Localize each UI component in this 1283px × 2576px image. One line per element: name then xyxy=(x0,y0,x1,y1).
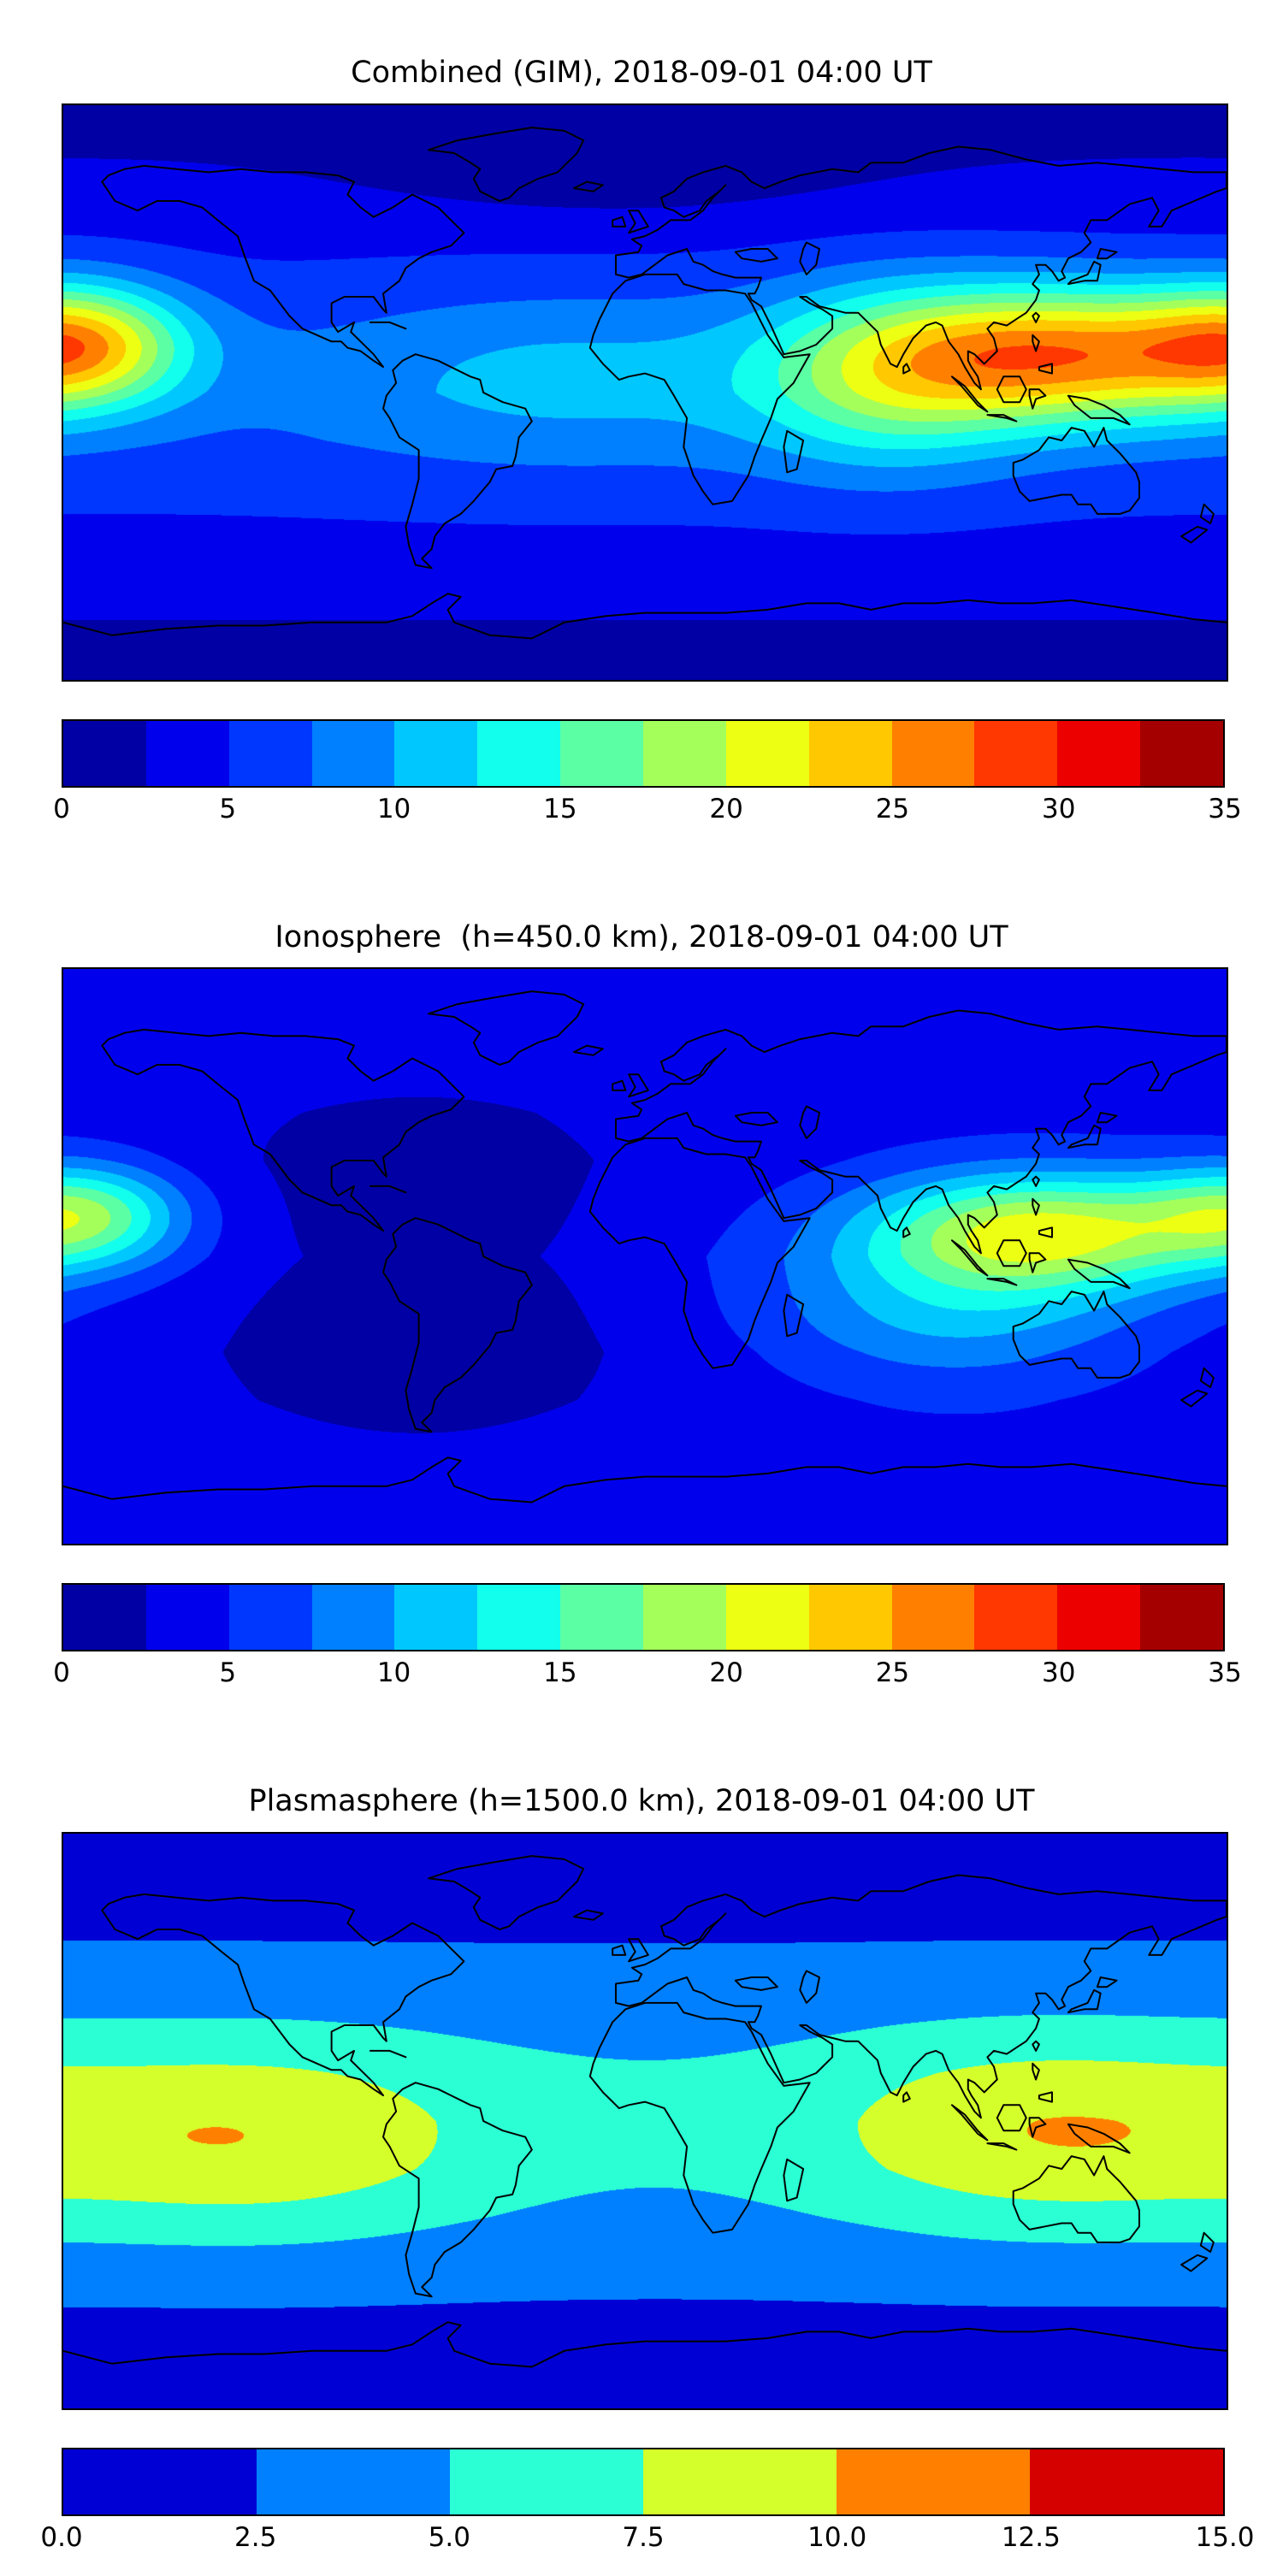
chart-title-plasmasphere: Plasmasphere (h=1500.0 km), 2018-09-01 0… xyxy=(248,1784,1035,1818)
colorbar-tick-label: 5 xyxy=(219,793,237,824)
colorbar-segment xyxy=(643,2449,837,2514)
colorbar-gradient xyxy=(62,1583,1225,1651)
colorbar-segment xyxy=(837,2449,1030,2514)
colorbar-segment xyxy=(1030,2449,1223,2514)
colorbar-tick-label: 10.0 xyxy=(807,2521,867,2553)
colorbar-segment xyxy=(891,1585,975,1650)
colorbar-plasmasphere: 0.0 2.5 5.0 7.5 10.0 12.5 15.0 xyxy=(40,2447,1255,2559)
colorbar-tick-label: 20 xyxy=(709,793,743,824)
colorbar-ionosphere: 0 5 10 15 20 25 30 35 xyxy=(53,1583,1242,1694)
colorbar-tick-label: 25 xyxy=(875,793,910,824)
colorbar-tick-label: 30 xyxy=(1041,793,1076,824)
colorbar-tick-label: 10 xyxy=(376,793,411,824)
colorbar-segment xyxy=(257,2449,450,2514)
map-plasmasphere xyxy=(62,1831,1228,2410)
colorbar-segment xyxy=(228,1585,312,1650)
colorbar-segment xyxy=(63,1585,146,1650)
colorbar-tick-label: 20 xyxy=(709,1657,743,1688)
colorbar-tick-label: 10 xyxy=(376,1657,411,1688)
panel-combined-gim: Combined (GIM), 2018-09-01 04:00 UT 0 5 10… xyxy=(0,0,1283,830)
colorbar-tick-label: 2.5 xyxy=(234,2521,277,2553)
tec-field-canvas xyxy=(63,1833,1227,2408)
colorbar-segment xyxy=(974,1585,1058,1650)
colorbar-segment xyxy=(145,1585,229,1650)
colorbar-segment xyxy=(63,720,146,786)
map-combined xyxy=(62,103,1228,682)
colorbar-tick-label: 5 xyxy=(219,1657,237,1688)
colorbar-segment xyxy=(643,1585,726,1650)
colorbar-segment xyxy=(808,720,892,786)
colorbar-segment xyxy=(725,1585,809,1650)
colorbar-tick-label: 7.5 xyxy=(622,2521,665,2553)
colorbar-segment xyxy=(63,2449,257,2514)
colorbar-tick-label: 35 xyxy=(1208,793,1242,824)
colorbar-segment xyxy=(974,720,1058,786)
colorbar-segment xyxy=(560,1585,644,1650)
colorbar-tick-label: 25 xyxy=(875,1657,910,1688)
map-ionosphere xyxy=(62,967,1228,1545)
colorbar-tick-label: 15.0 xyxy=(1195,2521,1255,2553)
colorbar-segment xyxy=(1140,1585,1224,1650)
colorbar-segment xyxy=(725,720,809,786)
colorbar-segment xyxy=(311,1585,395,1650)
colorbar-segment xyxy=(394,1585,478,1650)
colorbar-tick-label: 0 xyxy=(53,793,70,824)
colorbar-combined: 0 5 10 15 20 25 30 35 xyxy=(53,718,1242,830)
tec-field-canvas xyxy=(63,969,1227,1544)
colorbar-tick-label: 15 xyxy=(543,1657,577,1688)
colorbar-segment xyxy=(477,1585,561,1650)
colorbar-tick-label: 30 xyxy=(1041,1657,1076,1688)
colorbar-tick-label: 0.0 xyxy=(40,2521,83,2553)
tec-field-canvas xyxy=(63,104,1227,680)
colorbar-gradient xyxy=(62,2447,1225,2516)
colorbar-segment xyxy=(1057,720,1141,786)
colorbar-tick-label: 0 xyxy=(53,1657,70,1688)
panel-ionosphere: Ionosphere (h=450.0 km), 2018-09-01 04:0… xyxy=(0,865,1283,1695)
chart-title-combined: Combined (GIM), 2018-09-01 04:00 UT xyxy=(351,56,932,90)
colorbar-segment xyxy=(450,2449,643,2514)
colorbar-segment xyxy=(1057,1585,1141,1650)
colorbar-segment xyxy=(1140,720,1224,786)
colorbar-segment xyxy=(394,720,478,786)
panel-plasmasphere: Plasmasphere (h=1500.0 km), 2018-09-01 0… xyxy=(0,1728,1283,2559)
colorbar-tick-labels: 0 5 10 15 20 25 30 35 xyxy=(53,1657,1242,1694)
colorbar-tick-label: 5.0 xyxy=(428,2521,470,2553)
chart-title-ionosphere: Ionosphere (h=450.0 km), 2018-09-01 04:0… xyxy=(275,919,1008,954)
colorbar-segment xyxy=(643,720,726,786)
colorbar-segment xyxy=(311,720,395,786)
colorbar-tick-labels: 0 5 10 15 20 25 30 35 xyxy=(53,793,1242,830)
colorbar-tick-label: 35 xyxy=(1208,1657,1242,1688)
colorbar-gradient xyxy=(62,718,1225,788)
colorbar-segment xyxy=(145,720,229,786)
colorbar-segment xyxy=(560,720,644,786)
colorbar-segment xyxy=(808,1585,892,1650)
colorbar-segment xyxy=(891,720,975,786)
colorbar-segment xyxy=(228,720,312,786)
colorbar-tick-label: 15 xyxy=(543,793,577,824)
colorbar-segment xyxy=(477,720,561,786)
colorbar-tick-label: 12.5 xyxy=(1001,2521,1061,2553)
colorbar-tick-labels: 0.0 2.5 5.0 7.5 10.0 12.5 15.0 xyxy=(40,2521,1254,2559)
